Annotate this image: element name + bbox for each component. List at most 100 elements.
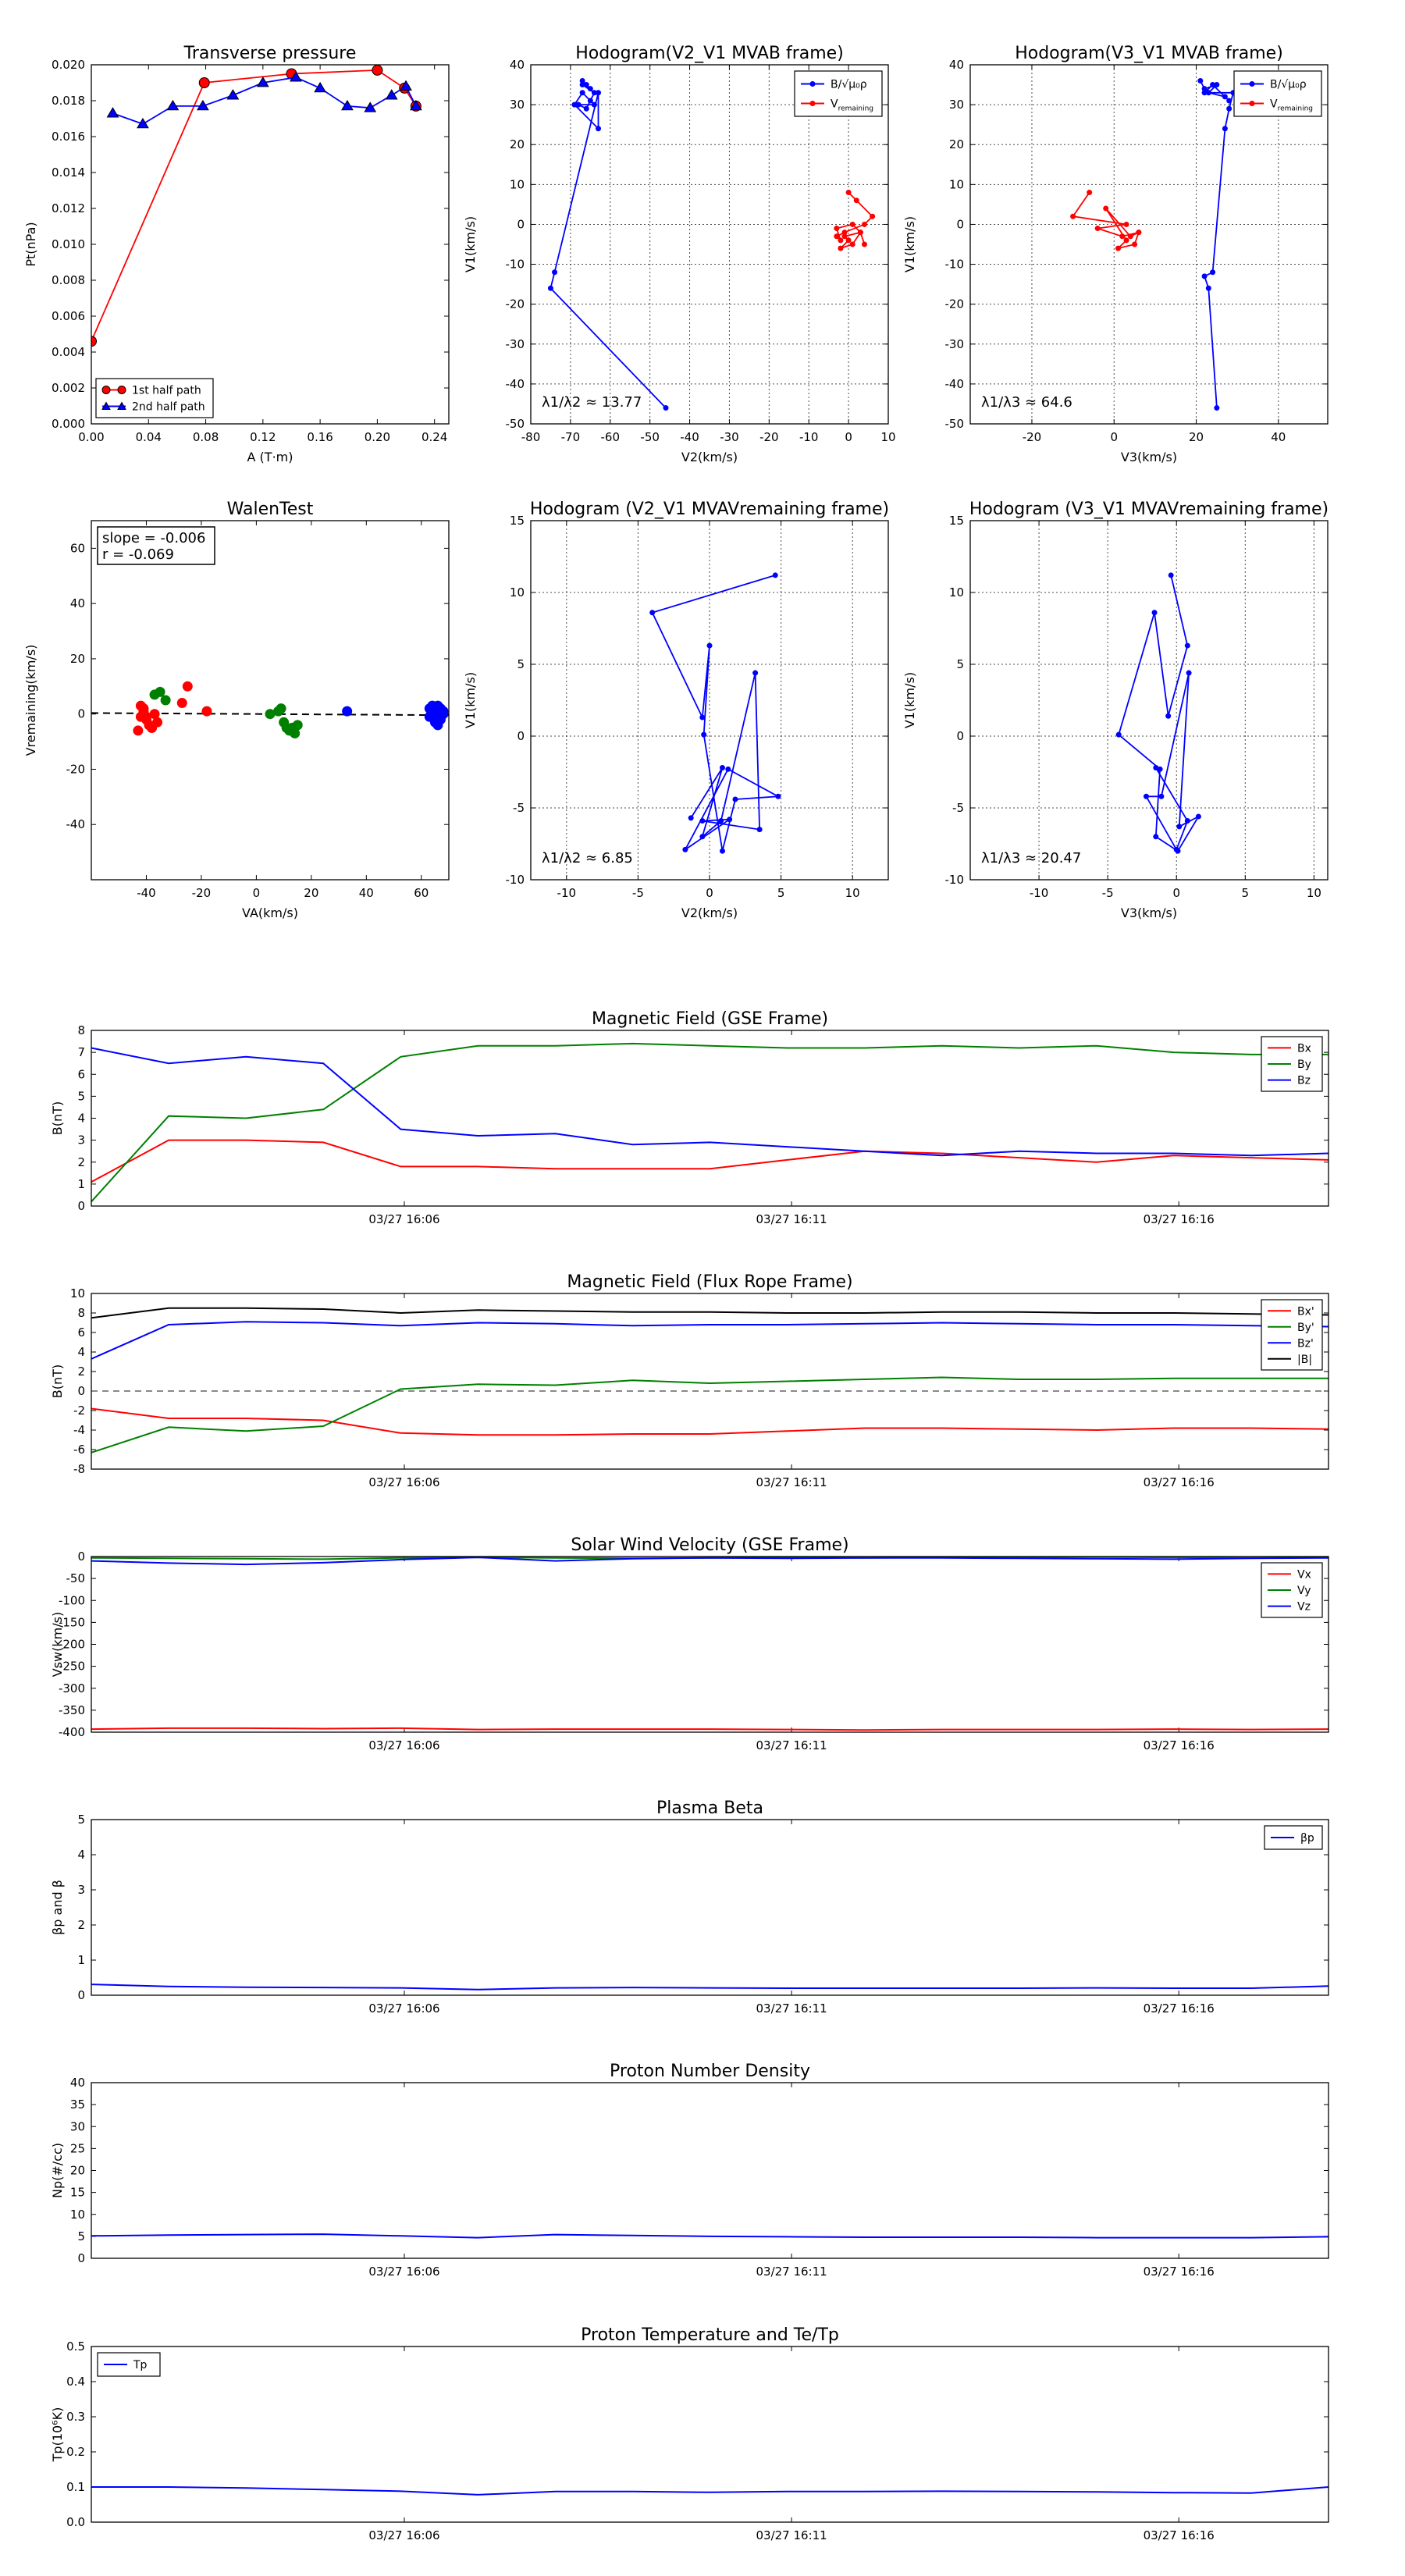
data-point xyxy=(772,572,778,578)
x-tick-label: -30 xyxy=(720,430,739,444)
y-tick-label: -30 xyxy=(506,337,525,351)
y-axis-label: V1(km/s) xyxy=(463,672,478,728)
chart-title: WalenTest xyxy=(227,500,314,519)
x-tick-label: -10 xyxy=(557,886,577,900)
plot-area xyxy=(91,2233,1329,2239)
data-point xyxy=(286,722,297,733)
data-point xyxy=(256,76,269,87)
plot-area xyxy=(547,77,876,411)
series-line-data xyxy=(91,2233,1329,2239)
legend-label: By' xyxy=(1297,1322,1314,1334)
x-tick-label: -20 xyxy=(759,430,779,444)
x-tick-label: -10 xyxy=(1030,886,1049,900)
y-tick-label: 8 xyxy=(77,1306,85,1320)
y-tick-label: 60 xyxy=(70,541,85,555)
data-point xyxy=(841,229,848,236)
y-tick-label: 10 xyxy=(949,177,964,191)
data-point xyxy=(1157,766,1163,772)
y-tick-label: -50 xyxy=(66,1571,86,1585)
y-tick-label: 30 xyxy=(70,2119,85,2133)
data-point xyxy=(727,817,733,823)
x-tick-label: 03/27 16:06 xyxy=(368,2001,439,2016)
legend-marker xyxy=(809,81,816,87)
x-tick-label: -40 xyxy=(137,886,156,900)
chart-walen: WalenTest -40 -20 0 20 40 60 -40 -20 0 20 40 60 VA(km… xyxy=(23,500,450,920)
data-point xyxy=(182,681,193,692)
y-axis-label: B(nT) xyxy=(50,1101,65,1135)
data-point xyxy=(583,105,589,112)
x-tick-label: 03/27 16:11 xyxy=(756,2528,827,2542)
x-tick-label: 0.24 xyxy=(422,430,447,444)
x-tick-label: 03/27 16:11 xyxy=(756,1212,827,1226)
fit-label-line: slope = -0.006 xyxy=(102,530,205,546)
data-point xyxy=(688,815,694,821)
y-tick-label: -200 xyxy=(59,1638,85,1652)
data-point xyxy=(834,226,840,232)
x-tick-label: -20 xyxy=(192,886,212,900)
series-line-data xyxy=(1118,575,1200,852)
plot-area xyxy=(91,65,422,347)
y-tick-label: 3 xyxy=(77,1883,85,1897)
data-point xyxy=(579,77,585,84)
series-line-Vx xyxy=(91,1727,1329,1731)
axes-frame xyxy=(91,2082,1329,2259)
y-tick-label: 20 xyxy=(70,2164,85,2178)
data-point xyxy=(575,101,582,108)
legend-label: By xyxy=(1297,1059,1311,1071)
x-tick-label: 0.16 xyxy=(307,430,333,444)
y-tick-label: 0 xyxy=(517,729,525,743)
data-point xyxy=(133,725,144,736)
y-tick-label: 6 xyxy=(77,1067,85,1081)
data-point xyxy=(591,101,597,108)
data-point xyxy=(834,233,840,240)
data-point xyxy=(849,241,855,247)
data-point xyxy=(1205,90,1211,96)
series-line-Vz xyxy=(91,1557,1329,1566)
data-point xyxy=(1214,82,1220,88)
series-line-βp xyxy=(91,1984,1329,1991)
y-axis-label: V1(km/s) xyxy=(902,216,917,272)
chart-beta: Plasma Beta 0 1 2 3 4 5 03/27 16:06 03/27 16:11 0… xyxy=(50,1799,1329,2016)
data-point xyxy=(265,709,276,720)
data-point xyxy=(197,99,209,111)
y-tick-label: 0.004 xyxy=(52,345,85,359)
data-point xyxy=(135,711,146,722)
y-tick-label: 0 xyxy=(77,1988,85,2002)
y-tick-label: 0.4 xyxy=(66,2375,85,2389)
y-tick-label: 40 xyxy=(70,2076,85,2090)
data-point xyxy=(201,706,212,717)
y-tick-label: 0.010 xyxy=(52,237,85,251)
series-line-data xyxy=(651,575,781,852)
y-tick-label: -40 xyxy=(945,377,965,391)
data-point xyxy=(1123,237,1129,244)
x-tick-label: 03/27 16:06 xyxy=(368,1738,439,1752)
y-tick-label: 0.018 xyxy=(52,94,85,108)
y-tick-label: 0.0 xyxy=(66,2515,85,2529)
chart-title: Hodogram(V2_V1 MVAB frame) xyxy=(575,44,844,63)
y-tick-label: 20 xyxy=(70,652,85,666)
data-point xyxy=(756,827,763,833)
plot-area xyxy=(91,1984,1329,1991)
data-point xyxy=(160,695,171,706)
y-tick-label: 10 xyxy=(70,2208,85,2222)
data-point xyxy=(138,703,149,714)
x-tick-label: 0 xyxy=(706,886,713,900)
data-point xyxy=(1201,273,1208,279)
x-tick-label: 5 xyxy=(1242,886,1250,900)
x-tick-label: 03/27 16:06 xyxy=(368,2528,439,2542)
axes-frame xyxy=(91,1819,1329,1996)
data-point xyxy=(838,237,844,244)
data-point xyxy=(1197,77,1204,84)
y-tick-label: 0 xyxy=(956,729,964,743)
x-tick-label: -5 xyxy=(1102,886,1114,900)
y-tick-label: 0 xyxy=(77,2251,85,2265)
plot-area xyxy=(1115,572,1201,854)
series-line-By xyxy=(91,1042,1329,1203)
x-tick-label: 03/27 16:11 xyxy=(756,2265,827,2279)
data-point xyxy=(1214,405,1220,411)
y-tick-label: -150 xyxy=(59,1615,85,1629)
data-point xyxy=(1158,793,1165,799)
data-point xyxy=(1132,241,1138,247)
data-point xyxy=(1168,572,1174,578)
